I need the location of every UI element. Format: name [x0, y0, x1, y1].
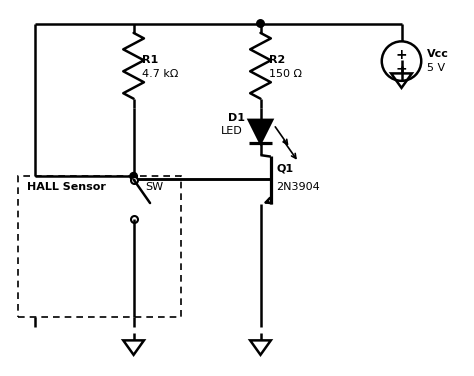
Polygon shape — [249, 120, 272, 143]
Text: 4.7 kΩ: 4.7 kΩ — [142, 69, 178, 79]
Circle shape — [130, 173, 137, 180]
Text: −: − — [396, 61, 407, 75]
Text: Vcc: Vcc — [428, 49, 449, 59]
Text: 5 V: 5 V — [428, 63, 446, 73]
Text: Q1: Q1 — [276, 164, 293, 174]
Text: SW: SW — [146, 182, 164, 192]
Text: HALL Sensor: HALL Sensor — [27, 182, 106, 192]
Text: R1: R1 — [142, 55, 158, 65]
Text: 2N3904: 2N3904 — [276, 182, 320, 193]
Text: D1: D1 — [228, 113, 245, 123]
Circle shape — [257, 20, 264, 27]
Text: 150 Ω: 150 Ω — [269, 69, 302, 79]
Text: +: + — [396, 49, 407, 62]
Text: LED: LED — [220, 126, 242, 136]
Text: R2: R2 — [269, 55, 285, 65]
